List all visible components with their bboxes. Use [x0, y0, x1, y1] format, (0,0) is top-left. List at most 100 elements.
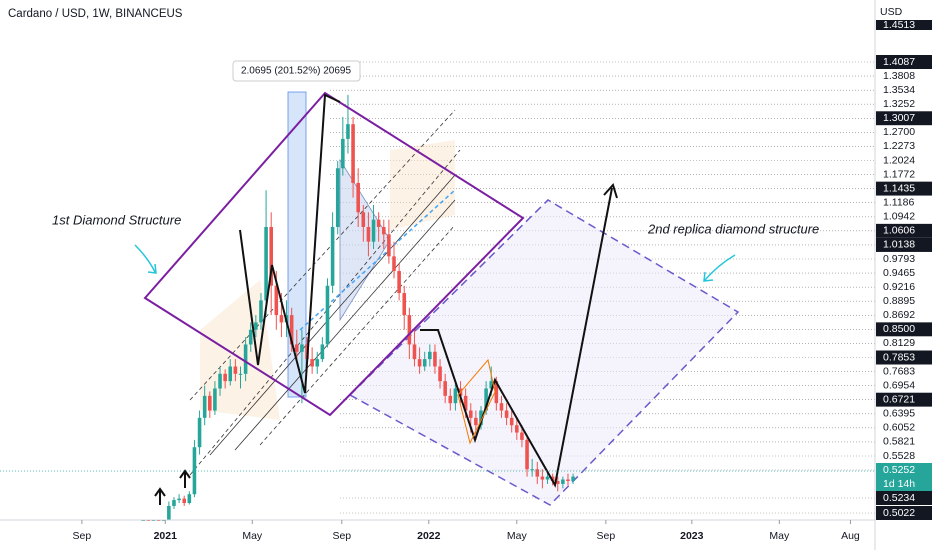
- price-label-bg: [876, 463, 932, 477]
- pattern-fill: [200, 280, 280, 420]
- pattern-fill: [390, 140, 455, 230]
- candle-body: [561, 479, 565, 484]
- candle-body: [392, 256, 396, 272]
- price-label-bg: [876, 350, 932, 365]
- x-tick-label: May: [769, 530, 790, 542]
- price-label-bg: [876, 167, 932, 182]
- price-label-bg: [876, 111, 932, 126]
- channel-line: [234, 199, 456, 451]
- candle-body: [330, 226, 335, 286]
- candle-body: [238, 373, 243, 375]
- price-label-bg: [876, 237, 932, 252]
- price-label: 1.2273: [883, 140, 915, 152]
- time-axis: Sep 2021 May Sep 2022 May Sep 2023 May Aug: [73, 520, 860, 542]
- candle-body: [509, 417, 514, 426]
- candle-body: [320, 344, 325, 360]
- candle-body: [371, 219, 376, 242]
- candle-body: [264, 226, 268, 301]
- channel-line: [189, 149, 461, 476]
- price-label-bg: [876, 491, 932, 505]
- price-label-bg: [876, 252, 932, 266]
- price-label-bg: [876, 69, 932, 84]
- candle-body: [233, 366, 238, 374]
- candle-body: [535, 469, 540, 477]
- annotation: 1st Diamond Structure: [52, 212, 181, 227]
- candle-body: [187, 494, 192, 504]
- candle-body: [571, 476, 575, 481]
- candle-body: [438, 366, 442, 382]
- price-label-bg: [876, 449, 932, 463]
- candle-body: [448, 395, 453, 404]
- price-label-bg: [876, 294, 932, 309]
- plot-area: 1st Diamond Structure 2nd replica diamon…: [0, 60, 875, 521]
- zigzag-2: [420, 187, 613, 488]
- candle-body: [167, 505, 171, 520]
- candle-body: [520, 432, 524, 440]
- candle-body: [489, 381, 494, 389]
- price-label-bg: [876, 406, 932, 421]
- price-label: 1.4513: [883, 19, 915, 31]
- price-label: 1.1186: [883, 196, 914, 208]
- price-label: 0.8895: [883, 295, 915, 307]
- price-label: 1.2024: [883, 154, 915, 166]
- candle-body: [325, 285, 330, 345]
- candle-body: [192, 447, 197, 495]
- candle-body: [351, 124, 355, 183]
- candle-body: [443, 381, 447, 396]
- candle-body: [274, 285, 279, 316]
- candle-body: [433, 351, 437, 367]
- price-label: 1.1772: [883, 168, 915, 180]
- countdown-bg: [876, 477, 932, 491]
- annotation: 2nd replica diamond structure: [647, 221, 819, 236]
- candle-body: [310, 359, 314, 367]
- candle-body: [453, 388, 458, 404]
- price-label: 0.6052: [883, 422, 915, 434]
- candle-body: [197, 417, 202, 448]
- triangle: [339, 158, 391, 322]
- candle-body: [269, 226, 273, 286]
- price-label-bg: [876, 506, 932, 520]
- candle-body: [479, 410, 483, 426]
- price-label: 0.8692: [883, 309, 915, 321]
- channel-line: [189, 109, 456, 401]
- x-tick-label: 2021: [154, 530, 178, 542]
- price-label-bg: [876, 378, 932, 393]
- price-label: 0.5234: [883, 492, 915, 504]
- price-label-bg: [876, 125, 932, 140]
- candle-body: [202, 395, 207, 418]
- price-label: 0.6395: [883, 408, 915, 420]
- price-label: 0.5528: [883, 450, 915, 462]
- price-label-bg: [876, 223, 932, 238]
- candle-body: [474, 417, 478, 426]
- candle-body: [228, 366, 233, 382]
- zigzag-1: [239, 93, 341, 394]
- price-label-bg: [876, 139, 932, 154]
- x-tick-label: 2022: [417, 530, 441, 542]
- candle-body: [525, 439, 529, 470]
- measure-label-box: [232, 60, 361, 82]
- arrow-head: [603, 183, 618, 199]
- price-label: 1.3808: [883, 70, 915, 82]
- x-tick-label: Sep: [73, 530, 92, 542]
- price-label-bg: [876, 153, 932, 168]
- candle-body: [407, 315, 412, 345]
- candle-body: [387, 234, 391, 257]
- candle-body: [530, 469, 534, 471]
- candle-body: [243, 344, 248, 374]
- price-label: 1.0138: [883, 239, 915, 251]
- candle-body: [412, 344, 417, 360]
- price-label-bg: [876, 322, 932, 337]
- candle-body: [550, 476, 555, 481]
- price-label: 0.7853: [883, 351, 915, 363]
- countdown: 1d 14h: [883, 478, 915, 490]
- price-label-bg: [876, 97, 932, 112]
- price-label: 0.9465: [883, 267, 915, 279]
- price-label: 0.8500: [883, 323, 915, 335]
- candle-body: [223, 373, 227, 382]
- candle-body: [468, 410, 473, 418]
- candle-body: [346, 124, 350, 139]
- x-tick-label: Aug: [841, 530, 860, 542]
- candles: [141, 94, 575, 521]
- candle-body: [279, 315, 284, 323]
